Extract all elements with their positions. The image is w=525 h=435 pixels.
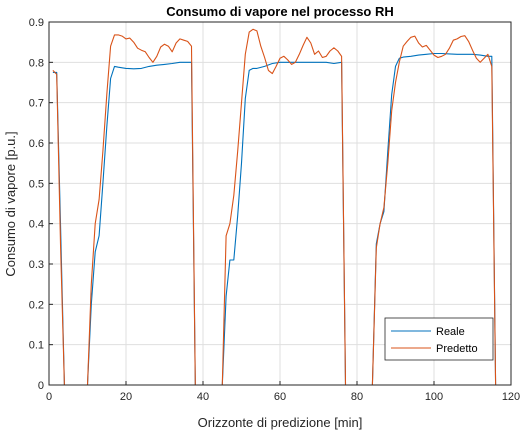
x-tick-label: 40 bbox=[197, 391, 209, 403]
y-tick-label: 0.7 bbox=[29, 98, 44, 110]
ticks: 0 20 40 60 80 100 120 0 0.1 0.2 0.3 0.4 0.5 0.6 0.7 0.8… bbox=[29, 17, 520, 403]
x-tick-label: 0 bbox=[46, 391, 52, 403]
y-axis-label: Consumo di vapore [p.u.] bbox=[3, 131, 18, 276]
legend-box bbox=[384, 317, 494, 361]
x-tick-label: 120 bbox=[502, 391, 520, 403]
y-tick-label: 0.6 bbox=[29, 138, 44, 150]
x-axis-label: Orizzonte di predizione [min] bbox=[198, 415, 363, 430]
x-tick-label: 20 bbox=[120, 391, 132, 403]
y-tick-label: 0.9 bbox=[29, 17, 44, 29]
legend: Reale Predetto bbox=[384, 317, 494, 361]
y-tick-label: 0 bbox=[38, 380, 44, 392]
chart-title: Consumo di vapore nel processo RH bbox=[166, 4, 394, 19]
legend-label-reale: Reale bbox=[436, 326, 465, 338]
y-tick-label: 0.4 bbox=[29, 219, 44, 231]
x-tick-label: 100 bbox=[425, 391, 443, 403]
y-tick-label: 0.8 bbox=[29, 57, 44, 69]
y-tick-label: 0.5 bbox=[29, 178, 44, 190]
y-tick-label: 0.1 bbox=[29, 340, 44, 352]
y-tick-label: 0.2 bbox=[29, 299, 44, 311]
series-line-reale bbox=[52, 52, 497, 386]
x-tick-label: 60 bbox=[274, 391, 286, 403]
y-tick-label: 0.3 bbox=[29, 259, 44, 271]
legend-label-predetto: Predetto bbox=[436, 343, 478, 355]
series-line-predetto bbox=[52, 28, 497, 386]
x-tick-label: 80 bbox=[351, 391, 363, 403]
series-lines bbox=[52, 28, 497, 386]
